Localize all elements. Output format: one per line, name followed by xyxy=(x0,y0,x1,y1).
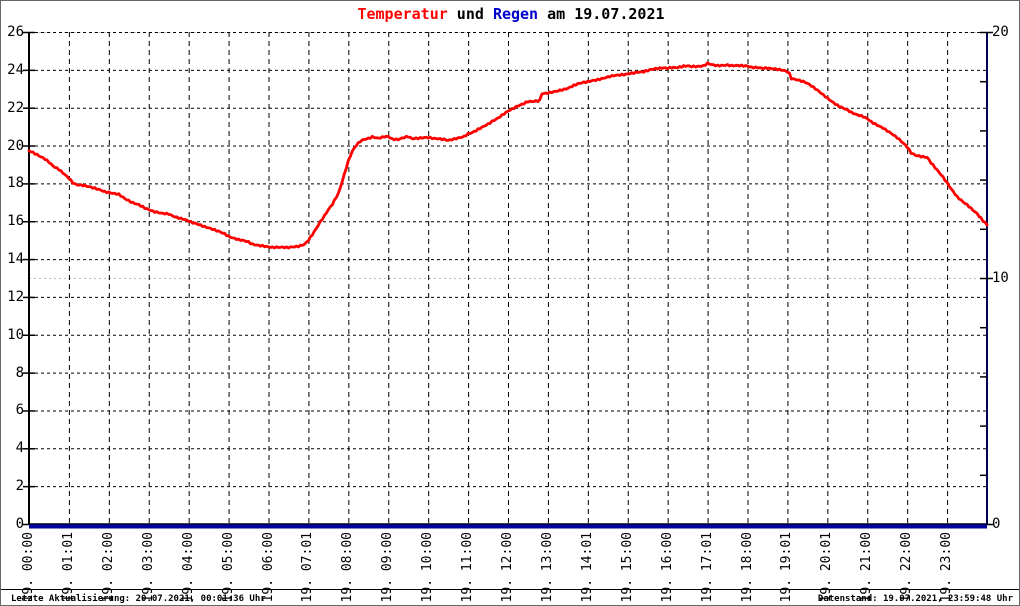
x-axis-label: 19. 02:00 xyxy=(100,532,116,603)
x-axis-label: 19. 04:00 xyxy=(180,532,196,603)
x-axis-label: 19. 19:01 xyxy=(779,532,795,603)
chart-title: Temperatur und Regen am 19.07.2021 xyxy=(1,5,1019,23)
x-axis-label: 19. 21:00 xyxy=(859,532,875,603)
y-left-label: 14 xyxy=(7,251,24,268)
x-axis-label: 19. 07:01 xyxy=(300,532,316,603)
chart-title-date: am 19.07.2021 xyxy=(538,5,665,23)
x-axis-label: 19. 10:00 xyxy=(420,532,436,603)
x-axis-label: 19. 12:00 xyxy=(500,532,515,603)
x-axis-label: 19. 16:00 xyxy=(659,532,675,603)
x-axis-label: 19. 00:00 xyxy=(21,532,36,603)
x-axis-label: 19. 03:00 xyxy=(140,532,156,603)
x-axis-label: 19. 08:00 xyxy=(340,532,356,603)
y-left-label: 18 xyxy=(7,175,24,192)
x-axis-label: 19. 01:01 xyxy=(60,532,76,603)
last-update-text: Letzte Aktualisierung: 20.07.2021, 00:01… xyxy=(11,594,266,604)
y-left-label: 2 xyxy=(15,478,24,495)
x-axis-label: 19. 11:00 xyxy=(460,532,476,603)
chart-title-regen: Regen xyxy=(492,5,539,23)
chart-title-und: und xyxy=(447,5,493,23)
y-left-label: 26 xyxy=(7,24,24,40)
x-axis-label: 19. 22:00 xyxy=(899,532,915,603)
y-left-label: 12 xyxy=(7,288,24,305)
y-left-label: 4 xyxy=(15,440,24,457)
x-axis-label: 19. 09:00 xyxy=(380,532,396,603)
y-right-label: 10 xyxy=(992,270,1009,286)
y-left-label: 8 xyxy=(15,364,24,381)
footer-divider xyxy=(1,589,1019,590)
y-left-label: 22 xyxy=(7,99,24,116)
x-axis-label: 19. 13:00 xyxy=(539,532,555,603)
x-axis-label: 19. 15:00 xyxy=(619,532,635,603)
x-axis-label: 19. 20:01 xyxy=(819,532,835,603)
y-left-label: 10 xyxy=(7,326,24,343)
y-left-label: 20 xyxy=(7,137,24,154)
y-right-label: 20 xyxy=(992,24,1009,40)
x-axis-label: 19. 18:00 xyxy=(739,532,755,603)
chart-title-temperature: Temperatur xyxy=(357,5,448,23)
y-left-label: 0 xyxy=(15,516,24,532)
data-timestamp-text: Datenstand: 19.07.2021, 23:59:48 Uhr xyxy=(817,594,1013,604)
x-axis-label: 19. 23:00 xyxy=(939,532,955,603)
y-left-label: 24 xyxy=(7,61,24,78)
x-axis-label: 19. 05:00 xyxy=(220,532,236,603)
x-axis-label: 19. 06:00 xyxy=(260,532,276,603)
y-left-label: 6 xyxy=(15,402,24,419)
temperature-line xyxy=(27,61,989,250)
y-left-label: 16 xyxy=(7,213,24,230)
x-axis-label: 19. 14:01 xyxy=(579,532,595,603)
y-right-label: 0 xyxy=(992,516,1001,532)
x-axis-label: 19. 17:01 xyxy=(699,532,715,603)
